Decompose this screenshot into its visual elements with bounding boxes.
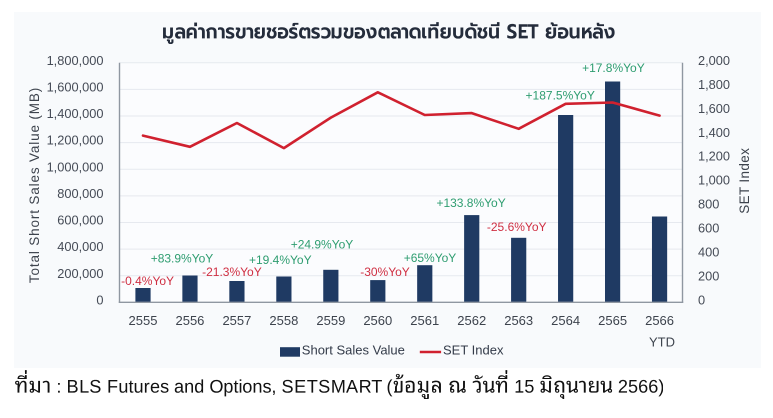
- svg-text:-25.6%YoY: -25.6%YoY: [487, 220, 547, 234]
- svg-text:+24.9%YoY: +24.9%YoY: [291, 238, 354, 252]
- svg-text:SET Index: SET Index: [443, 342, 504, 357]
- svg-text:1,600: 1,600: [698, 101, 730, 116]
- svg-text:400: 400: [698, 245, 719, 260]
- svg-text:200: 200: [698, 268, 719, 283]
- svg-text:2,000: 2,000: [698, 53, 730, 68]
- svg-text:2560: 2560: [363, 313, 392, 328]
- svg-text:2555: 2555: [129, 313, 158, 328]
- svg-text:+17.8%YoY: +17.8%YoY: [582, 61, 645, 75]
- svg-text:2558: 2558: [269, 313, 298, 328]
- svg-text:1,000,000: 1,000,000: [47, 159, 104, 174]
- svg-text:1,800: 1,800: [698, 77, 730, 92]
- svg-text:800: 800: [698, 197, 719, 212]
- svg-text:0: 0: [698, 292, 705, 307]
- svg-text:+187.5%YoY: +187.5%YoY: [526, 88, 595, 102]
- svg-text:2563: 2563: [504, 313, 533, 328]
- svg-text:-21.3%YoY: -21.3%YoY: [202, 265, 262, 279]
- svg-text:1,800,000: 1,800,000: [47, 53, 104, 68]
- svg-text:Total Short Sales Value (MB): Total Short Sales Value (MB): [27, 87, 42, 283]
- svg-text:2562: 2562: [457, 313, 486, 328]
- svg-text:200,000: 200,000: [57, 266, 103, 281]
- svg-text:800,000: 800,000: [57, 186, 103, 201]
- svg-text:1,600,000: 1,600,000: [47, 80, 104, 95]
- svg-text:Short Sales Value: Short Sales Value: [302, 342, 405, 357]
- svg-text:+19.4%YoY: +19.4%YoY: [249, 253, 312, 267]
- svg-text:-30%YoY: -30%YoY: [360, 265, 410, 279]
- svg-text:1,400,000: 1,400,000: [47, 106, 104, 121]
- svg-text:2556: 2556: [175, 313, 204, 328]
- svg-text:2564: 2564: [551, 313, 580, 328]
- svg-text:YTD: YTD: [649, 335, 675, 350]
- svg-text:2557: 2557: [222, 313, 251, 328]
- svg-text:1,400: 1,400: [698, 125, 730, 140]
- svg-text:1,200: 1,200: [698, 149, 730, 164]
- svg-text:1,200,000: 1,200,000: [47, 133, 104, 148]
- svg-text:600,000: 600,000: [57, 213, 103, 228]
- svg-text:+83.9%YoY: +83.9%YoY: [151, 251, 214, 265]
- svg-text:600: 600: [698, 221, 719, 236]
- svg-text:2565: 2565: [598, 313, 627, 328]
- svg-text:2559: 2559: [316, 313, 345, 328]
- svg-text:1,000: 1,000: [698, 173, 730, 188]
- svg-text:+133.8%YoY: +133.8%YoY: [436, 196, 505, 210]
- svg-text:2561: 2561: [410, 313, 439, 328]
- svg-text:SET Index: SET Index: [737, 148, 752, 214]
- svg-text:2566: 2566: [645, 313, 674, 328]
- svg-text:400,000: 400,000: [57, 239, 103, 254]
- svg-text:-0.4%YoY: -0.4%YoY: [121, 274, 174, 288]
- svg-text:0: 0: [96, 292, 103, 307]
- svg-text:+65%YoY: +65%YoY: [404, 251, 457, 265]
